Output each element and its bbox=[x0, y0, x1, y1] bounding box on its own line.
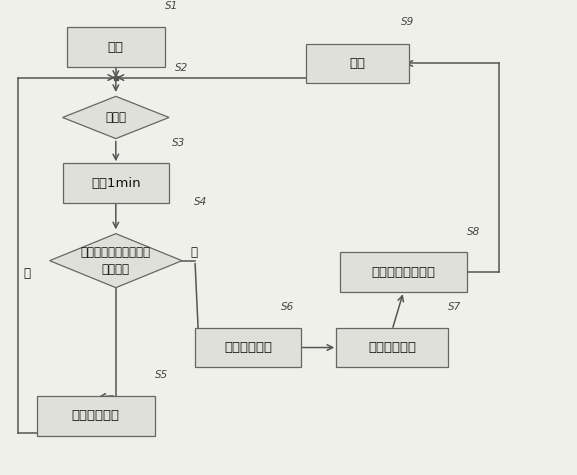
Polygon shape bbox=[50, 234, 182, 288]
Text: 延时1min: 延时1min bbox=[91, 177, 141, 190]
Text: 客户运行正常: 客户运行正常 bbox=[72, 409, 119, 422]
Text: 是否检测到客户侧负荷
开关电流: 是否检测到客户侧负荷 开关电流 bbox=[81, 246, 151, 276]
FancyBboxPatch shape bbox=[340, 252, 467, 293]
Text: 是: 是 bbox=[23, 267, 30, 280]
Text: S7: S7 bbox=[448, 303, 462, 313]
FancyBboxPatch shape bbox=[37, 396, 155, 436]
Text: S8: S8 bbox=[467, 227, 480, 238]
Text: S1: S1 bbox=[165, 1, 178, 11]
Text: 否: 否 bbox=[190, 246, 197, 259]
Text: 复位: 复位 bbox=[350, 57, 366, 70]
FancyBboxPatch shape bbox=[336, 328, 448, 368]
FancyBboxPatch shape bbox=[195, 328, 301, 368]
Text: 发出报警信息: 发出报警信息 bbox=[368, 341, 416, 354]
Text: 开始: 开始 bbox=[108, 40, 124, 54]
Text: S4: S4 bbox=[193, 197, 207, 207]
Text: S6: S6 bbox=[282, 303, 294, 313]
Text: S2: S2 bbox=[175, 63, 188, 73]
Text: S9: S9 bbox=[401, 18, 414, 28]
Text: 远程数据终端: 远程数据终端 bbox=[224, 341, 272, 354]
FancyBboxPatch shape bbox=[306, 44, 409, 84]
Text: S5: S5 bbox=[155, 370, 168, 380]
Text: 初始化: 初始化 bbox=[106, 111, 126, 124]
FancyBboxPatch shape bbox=[67, 27, 165, 67]
Text: 工作人员现场处理: 工作人员现场处理 bbox=[372, 266, 436, 279]
FancyBboxPatch shape bbox=[62, 163, 169, 203]
Polygon shape bbox=[62, 96, 169, 139]
Text: S3: S3 bbox=[172, 138, 185, 148]
